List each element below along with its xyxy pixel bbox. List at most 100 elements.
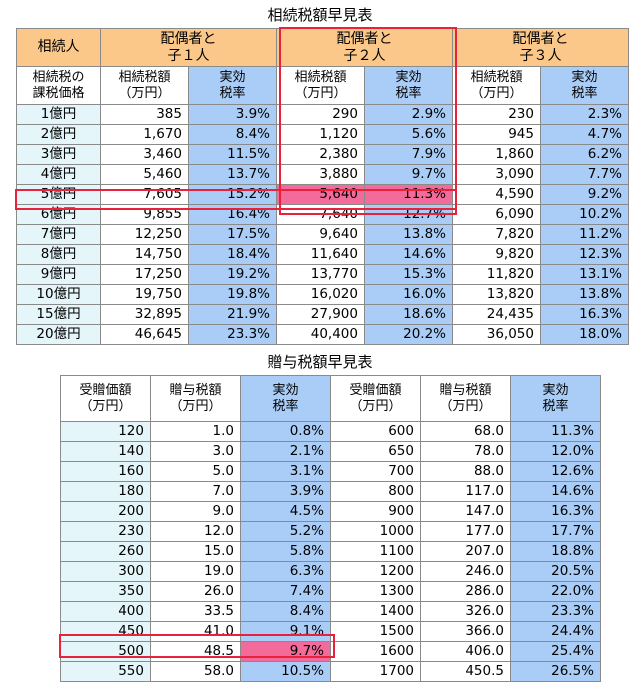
effective-rate-cell: 9.7% xyxy=(364,164,453,185)
tax-amount-cell: 13,770 xyxy=(276,264,365,285)
gift-value-cell: 1600 xyxy=(330,641,421,662)
taxable-value-cell: 9億円 xyxy=(16,264,101,285)
gift-rate-cell: 14.6% xyxy=(510,481,601,502)
tax-amount-header: 相続税額 （万円） xyxy=(276,66,365,105)
table-row: 140 3.0 2.1% 650 78.0 12.0% xyxy=(60,441,601,462)
gift-rate-cell: 12.0% xyxy=(510,441,601,462)
effective-rate-cell: 3.9% xyxy=(188,104,277,125)
tax-amount-cell: 11,640 xyxy=(276,244,365,265)
taxable-value-cell: 7億円 xyxy=(16,224,101,245)
tax-amount-cell: 1,120 xyxy=(276,124,365,145)
tax-amount-cell: 46,645 xyxy=(100,324,189,345)
gift-tax-cell: 12.0 xyxy=(150,521,241,542)
taxable-value-cell: 2億円 xyxy=(16,124,101,145)
tax-amount-cell: 1,860 xyxy=(452,144,541,165)
effective-rate-cell: 13.8% xyxy=(540,284,629,305)
tax-amount-cell: 290 xyxy=(276,104,365,125)
gift-tax-cell: 246.0 xyxy=(420,561,511,582)
gift-value-cell: 1200 xyxy=(330,561,421,582)
gift-tax-cell: 450.5 xyxy=(420,661,511,682)
gift-value-cell: 900 xyxy=(330,501,421,522)
table-row: 160 5.0 3.1% 700 88.0 12.6% xyxy=(60,461,601,482)
effective-rate-cell: 18.0% xyxy=(540,324,629,345)
gift-value-cell: 700 xyxy=(330,461,421,482)
heir-corner-header: 相続人 xyxy=(16,28,101,67)
gift-value-cell: 450 xyxy=(60,621,151,642)
table-row: 230 12.0 5.2% 1000 177.0 17.7% xyxy=(60,521,601,542)
tax-amount-cell: 32,895 xyxy=(100,304,189,325)
group-header-spouse-3-children: 配偶者と 子３人 xyxy=(452,28,629,67)
gift-rate-cell: 18.8% xyxy=(510,541,601,562)
table-row: 15億円 32,895 21.9% 27,900 18.6% 24,435 16.3% xyxy=(16,304,629,325)
table-row: 4億円 5,460 13.7% 3,880 9.7% 3,090 7.7% xyxy=(16,164,629,185)
gift-value-cell: 200 xyxy=(60,501,151,522)
gift-value-cell: 1500 xyxy=(330,621,421,642)
effective-rate-cell: 9.2% xyxy=(540,184,629,205)
effective-rate-cell: 15.2% xyxy=(188,184,277,205)
tax-amount-cell: 16,020 xyxy=(276,284,365,305)
gift-rate-header: 実効 税率 xyxy=(510,375,601,422)
taxable-value-cell: 6億円 xyxy=(16,204,101,225)
effective-rate-cell: 4.7% xyxy=(540,124,629,145)
table-row: 7億円 12,250 17.5% 9,640 13.8% 7,820 11.2% xyxy=(16,224,629,245)
gift-value-cell: 350 xyxy=(60,581,151,602)
effective-rate-cell: 16.4% xyxy=(188,204,277,225)
tax-amount-cell: 19,750 xyxy=(100,284,189,305)
table-row: 500 48.5 9.7% 1600 406.0 25.4% xyxy=(60,641,601,662)
effective-rate-header: 実効 税率 xyxy=(188,66,277,105)
gift-value-cell: 550 xyxy=(60,661,151,682)
effective-rate-cell: 12.7% xyxy=(364,204,453,225)
tax-amount-header: 相続税額 （万円） xyxy=(100,66,189,105)
effective-rate-cell: 19.2% xyxy=(188,264,277,285)
gift-value-cell: 400 xyxy=(60,601,151,622)
table-row: 2億円 1,670 8.4% 1,120 5.6% 945 4.7% xyxy=(16,124,629,145)
gift-value-cell: 160 xyxy=(60,461,151,482)
gift-value-cell: 1100 xyxy=(330,541,421,562)
table-row: 9億円 17,250 19.2% 13,770 15.3% 11,820 13.1% xyxy=(16,264,629,285)
gift-rate-cell: 7.4% xyxy=(240,581,331,602)
inheritance-table-title: 相続税額早見表 xyxy=(267,6,373,24)
effective-rate-cell: 2.3% xyxy=(540,104,629,125)
gift-tax-cell: 5.0 xyxy=(150,461,241,482)
gift-value-cell: 500 xyxy=(60,641,151,662)
gift-rate-cell: 20.5% xyxy=(510,561,601,582)
group-header-spouse-1-child: 配偶者と 子１人 xyxy=(100,28,277,67)
gift-tax-cell: 26.0 xyxy=(150,581,241,602)
gift-rate-cell: 9.1% xyxy=(240,621,331,642)
table-row: 550 58.0 10.5% 1700 450.5 26.5% xyxy=(60,661,601,682)
gift-tax-cell: 68.0 xyxy=(420,421,511,442)
gift-value-cell: 1300 xyxy=(330,581,421,602)
gift-value-cell: 1000 xyxy=(330,521,421,542)
gift-tax-cell: 15.0 xyxy=(150,541,241,562)
effective-rate-cell: 11.3% xyxy=(364,184,453,205)
effective-rate-header: 実効 税率 xyxy=(540,66,629,105)
gift-value-header: 受贈価額 （万円） xyxy=(60,375,151,422)
table-row: 6億円 9,855 16.4% 7,640 12.7% 6,090 10.2% xyxy=(16,204,629,225)
gift-rate-cell: 8.4% xyxy=(240,601,331,622)
taxable-value-cell: 8億円 xyxy=(16,244,101,265)
taxable-value-cell: 3億円 xyxy=(16,144,101,165)
effective-rate-cell: 23.3% xyxy=(188,324,277,345)
effective-rate-cell: 21.9% xyxy=(188,304,277,325)
gift-tax-cell: 78.0 xyxy=(420,441,511,462)
gift-rate-cell: 24.4% xyxy=(510,621,601,642)
gift-tax-cell: 406.0 xyxy=(420,641,511,662)
inheritance-tax-table: 相続人 配偶者と 子１人 配偶者と 子２人 配偶者と 子３人 相続税の 課税価格… xyxy=(16,28,629,345)
gift-tax-table: 受贈価額 （万円） 贈与税額 （万円） 実効 税率 受贈価額 （万円） 贈与税額… xyxy=(60,375,601,682)
effective-rate-cell: 16.3% xyxy=(540,304,629,325)
effective-rate-cell: 16.0% xyxy=(364,284,453,305)
effective-rate-cell: 15.3% xyxy=(364,264,453,285)
gift-value-cell: 230 xyxy=(60,521,151,542)
effective-rate-cell: 13.1% xyxy=(540,264,629,285)
tax-amount-cell: 27,900 xyxy=(276,304,365,325)
gift-rate-cell: 9.7% xyxy=(240,641,331,662)
effective-rate-cell: 12.3% xyxy=(540,244,629,265)
gift-rate-cell: 3.9% xyxy=(240,481,331,502)
taxable-value-cell: 15億円 xyxy=(16,304,101,325)
tax-amount-cell: 11,820 xyxy=(452,264,541,285)
gift-rate-cell: 17.7% xyxy=(510,521,601,542)
gift-value-cell: 260 xyxy=(60,541,151,562)
tax-amount-cell: 4,590 xyxy=(452,184,541,205)
gift-tax-cell: 7.0 xyxy=(150,481,241,502)
tax-amount-cell: 3,090 xyxy=(452,164,541,185)
